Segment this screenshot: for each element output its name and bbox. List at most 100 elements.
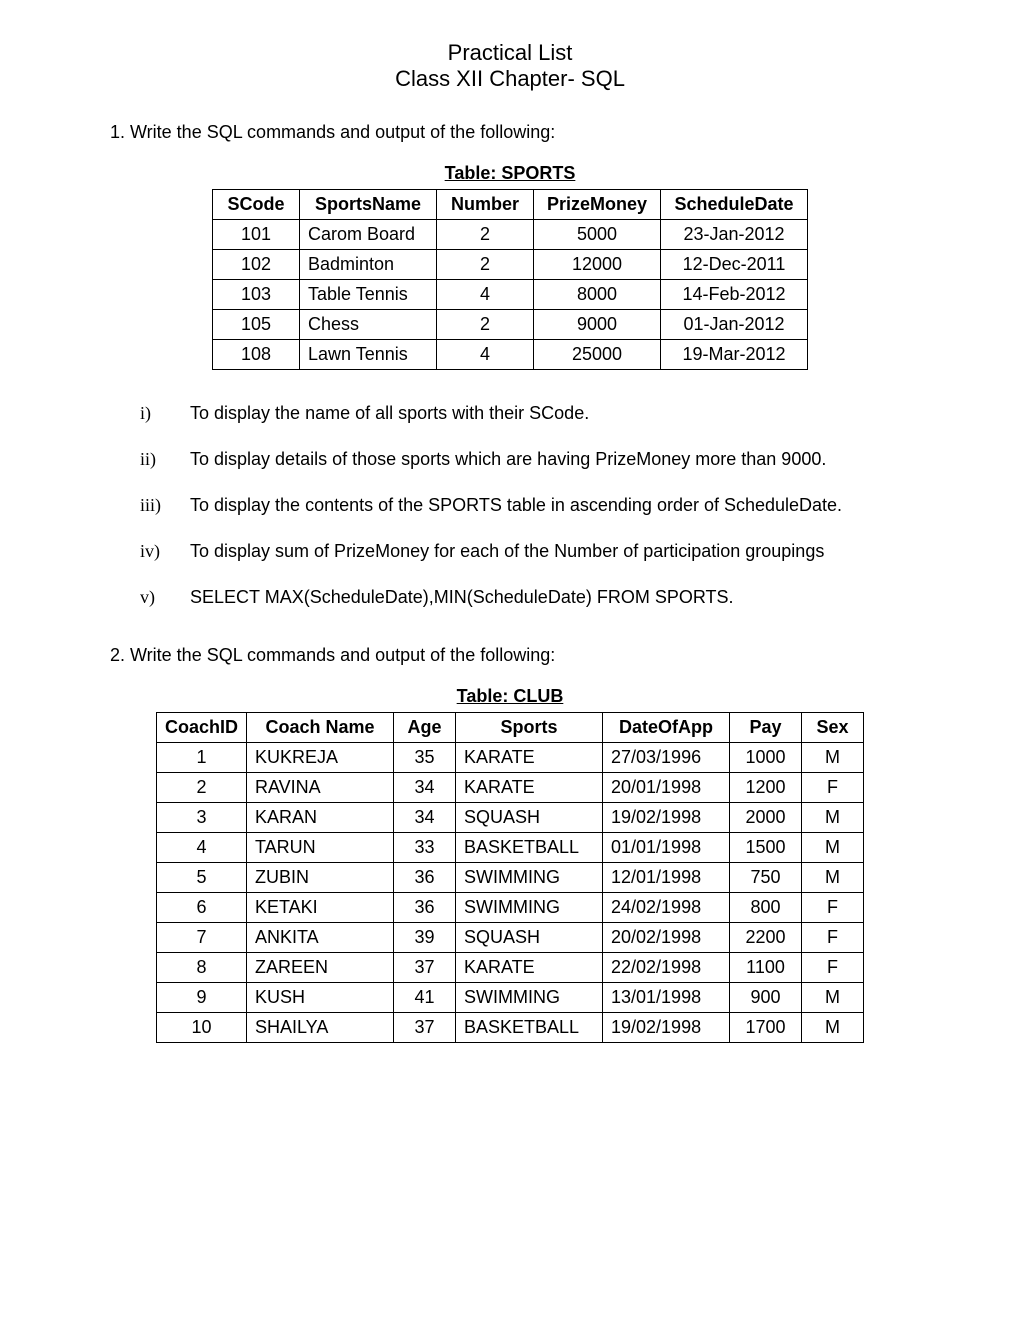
table-cell: 102 xyxy=(213,250,300,280)
col-scode: SCode xyxy=(213,190,300,220)
table-cell: 33 xyxy=(394,833,456,863)
list-text: To display the name of all sports with t… xyxy=(190,395,910,431)
sports-table: SCode SportsName Number PrizeMoney Sched… xyxy=(212,189,808,370)
table-row: 108Lawn Tennis42500019-Mar-2012 xyxy=(213,340,808,370)
list-text: To display the contents of the SPORTS ta… xyxy=(190,487,910,523)
table-cell: 108 xyxy=(213,340,300,370)
table-cell: F xyxy=(802,923,864,953)
list-text: To display details of those sports which… xyxy=(190,441,910,477)
col-coachid: CoachID xyxy=(156,713,246,743)
table-cell: 2 xyxy=(437,250,534,280)
table-header-row: SCode SportsName Number PrizeMoney Sched… xyxy=(213,190,808,220)
table-row: 8ZAREEN37KARATE22/02/19981100F xyxy=(156,953,863,983)
table-cell: 7 xyxy=(156,923,246,953)
table-cell: 2000 xyxy=(730,803,802,833)
table-cell: RAVINA xyxy=(247,773,394,803)
col-pay: Pay xyxy=(730,713,802,743)
table-row: 101Carom Board2500023-Jan-2012 xyxy=(213,220,808,250)
table-cell: 8000 xyxy=(534,280,661,310)
table-cell: 41 xyxy=(394,983,456,1013)
table-cell: 1000 xyxy=(730,743,802,773)
table-cell: KETAKI xyxy=(247,893,394,923)
table-cell: 1200 xyxy=(730,773,802,803)
table-cell: KARATE xyxy=(456,953,603,983)
table-cell: SWIMMING xyxy=(456,983,603,1013)
col-sex: Sex xyxy=(802,713,864,743)
table-cell: SHAILYA xyxy=(247,1013,394,1043)
table-cell: 19/02/1998 xyxy=(603,1013,730,1043)
table-cell: M xyxy=(802,743,864,773)
table-cell: 800 xyxy=(730,893,802,923)
table-cell: 9 xyxy=(156,983,246,1013)
col-prizemoney: PrizeMoney xyxy=(534,190,661,220)
table-row: 105Chess2900001-Jan-2012 xyxy=(213,310,808,340)
table-row: 103Table Tennis4800014-Feb-2012 xyxy=(213,280,808,310)
table-cell: KARAN xyxy=(247,803,394,833)
table-cell: 12000 xyxy=(534,250,661,280)
club-table-caption: Table: CLUB xyxy=(110,686,910,707)
question-1-subitems: i)To display the name of all sports with… xyxy=(140,395,910,615)
table-cell: TARUN xyxy=(247,833,394,863)
table-cell: 10 xyxy=(156,1013,246,1043)
table-cell: KUKREJA xyxy=(247,743,394,773)
table-cell: 2 xyxy=(437,310,534,340)
table-cell: 24/02/1998 xyxy=(603,893,730,923)
table-cell: ZUBIN xyxy=(247,863,394,893)
table-cell: 8 xyxy=(156,953,246,983)
table-cell: F xyxy=(802,953,864,983)
table-cell: 20/01/1998 xyxy=(603,773,730,803)
question-2-prompt: 2. Write the SQL commands and output of … xyxy=(110,645,910,666)
table-cell: 900 xyxy=(730,983,802,1013)
table-cell: 103 xyxy=(213,280,300,310)
col-coachname: Coach Name xyxy=(247,713,394,743)
table-cell: 13/01/1998 xyxy=(603,983,730,1013)
table-cell: 12-Dec-2011 xyxy=(661,250,808,280)
table-row: 7ANKITA39SQUASH20/02/19982200F xyxy=(156,923,863,953)
list-item: ii)To display details of those sports wh… xyxy=(140,441,910,477)
table-cell: Lawn Tennis xyxy=(300,340,437,370)
table-cell: Table Tennis xyxy=(300,280,437,310)
table-cell: 35 xyxy=(394,743,456,773)
table-cell: BASKETBALL xyxy=(456,1013,603,1043)
table-cell: 34 xyxy=(394,773,456,803)
list-item: i)To display the name of all sports with… xyxy=(140,395,910,431)
table-row: 5ZUBIN36SWIMMING12/01/1998750M xyxy=(156,863,863,893)
sports-table-caption: Table: SPORTS xyxy=(110,163,910,184)
table-row: 1KUKREJA35KARATE27/03/19961000M xyxy=(156,743,863,773)
table-cell: BASKETBALL xyxy=(456,833,603,863)
col-scheduledate: ScheduleDate xyxy=(661,190,808,220)
table-cell: 19/02/1998 xyxy=(603,803,730,833)
table-cell: 01-Jan-2012 xyxy=(661,310,808,340)
table-cell: KARATE xyxy=(456,773,603,803)
table-cell: 5000 xyxy=(534,220,661,250)
table-row: 9KUSH41SWIMMING13/01/1998900M xyxy=(156,983,863,1013)
table-cell: 4 xyxy=(437,340,534,370)
table-cell: M xyxy=(802,833,864,863)
page-subtitle: Class XII Chapter- SQL xyxy=(110,66,910,92)
table-cell: 37 xyxy=(394,1013,456,1043)
table-cell: Badminton xyxy=(300,250,437,280)
col-sportsname: SportsName xyxy=(300,190,437,220)
list-marker: i) xyxy=(140,395,190,431)
table-cell: M xyxy=(802,983,864,1013)
question-1-prompt: 1. Write the SQL commands and output of … xyxy=(110,122,910,143)
table-cell: 1 xyxy=(156,743,246,773)
list-marker: v) xyxy=(140,579,190,615)
table-cell: 23-Jan-2012 xyxy=(661,220,808,250)
table-cell: 37 xyxy=(394,953,456,983)
table-cell: 20/02/1998 xyxy=(603,923,730,953)
table-cell: SQUASH xyxy=(456,923,603,953)
table-cell: 1500 xyxy=(730,833,802,863)
table-cell: 25000 xyxy=(534,340,661,370)
table-cell: F xyxy=(802,893,864,923)
table-cell: 36 xyxy=(394,863,456,893)
table-cell: Chess xyxy=(300,310,437,340)
page-title: Practical List xyxy=(110,40,910,66)
list-text: To display sum of PrizeMoney for each of… xyxy=(190,533,910,569)
table-row: 4TARUN33BASKETBALL01/01/19981500M xyxy=(156,833,863,863)
table-cell: 27/03/1996 xyxy=(603,743,730,773)
table-cell: M xyxy=(802,1013,864,1043)
table-cell: ANKITA xyxy=(247,923,394,953)
col-sports: Sports xyxy=(456,713,603,743)
table-cell: 101 xyxy=(213,220,300,250)
